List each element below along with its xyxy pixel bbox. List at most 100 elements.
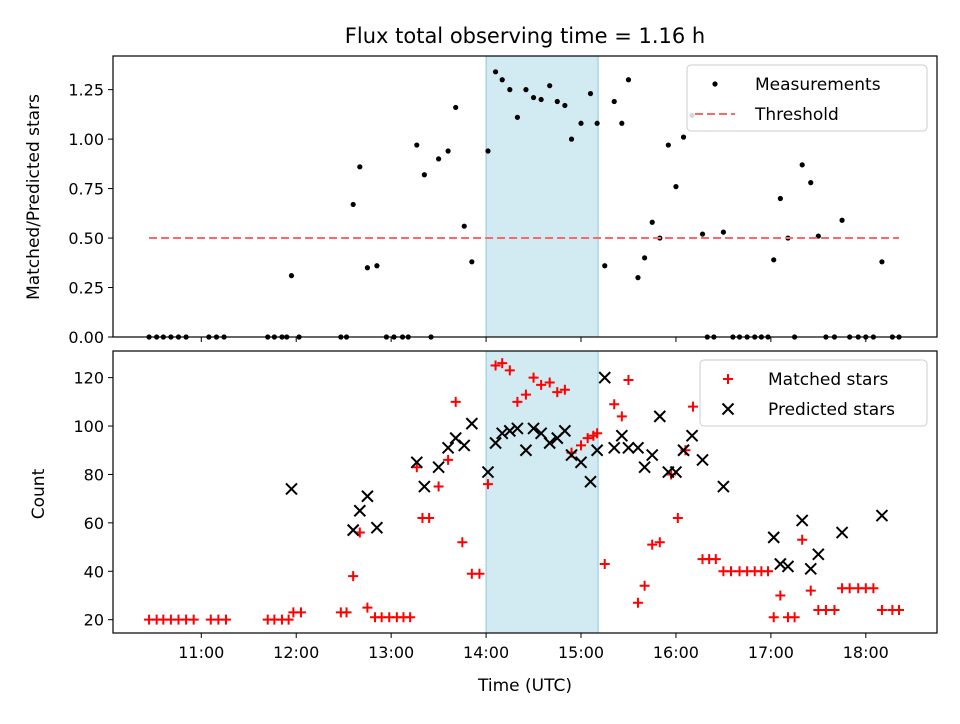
- matched-star-point: [528, 372, 539, 383]
- predicted-star-point: [361, 490, 374, 503]
- matched-star-point: [504, 365, 515, 376]
- matched-star-point: [450, 396, 461, 407]
- matched-star-point: [623, 375, 634, 386]
- measurement-point: [514, 114, 521, 120]
- matched-star-point: [616, 411, 627, 422]
- axes-frame: [112, 55, 938, 338]
- matched-star-point: [348, 571, 359, 582]
- measurement-point: [619, 120, 625, 126]
- matched-star-point: [411, 462, 422, 473]
- y-tick-label: 60: [84, 514, 104, 533]
- predicted-star-point: [767, 531, 780, 544]
- predicted-star-point: [774, 557, 787, 571]
- measurement-point: [839, 217, 845, 223]
- x-tick-label: 13:00: [368, 643, 414, 662]
- matched-star-point: [647, 539, 658, 550]
- measurement-point: [587, 90, 594, 97]
- y-tick-label: 40: [84, 562, 104, 581]
- measurement-point: [499, 77, 505, 83]
- predicted-star-point: [622, 441, 635, 455]
- measurement-point: [562, 102, 568, 109]
- measurement-point: [453, 104, 459, 111]
- predicted-star-point: [441, 441, 455, 455]
- matched-star-point: [433, 481, 444, 492]
- matched-star-point: [362, 602, 373, 613]
- predicted-star-point: [717, 480, 730, 493]
- matched-star-point: [820, 605, 831, 616]
- legend-measurement-swatch: [712, 81, 718, 87]
- matched-star-point: [474, 568, 485, 579]
- matched-star-point: [680, 445, 691, 456]
- y-tick-label: 0.75: [68, 180, 104, 199]
- measurement-point: [649, 219, 655, 225]
- predicted-star-point: [677, 444, 690, 457]
- matched-star-point: [672, 513, 683, 524]
- predicted-star-point: [804, 562, 817, 576]
- matched-star-point: [805, 585, 816, 596]
- measurement-point: [436, 156, 442, 162]
- predicted-star-point: [565, 448, 578, 462]
- x-tick-label: 16:00: [653, 643, 699, 662]
- predicted-star-point: [432, 460, 445, 474]
- measurement-point: [357, 164, 363, 170]
- x-tick-label: 15:00: [558, 643, 604, 662]
- predicted-star-point: [496, 427, 509, 440]
- measurement-point: [469, 259, 475, 265]
- predicted-star-point: [489, 436, 502, 450]
- measurement-point: [547, 83, 553, 89]
- predicted-star-point: [696, 453, 709, 467]
- x-tick-label: 18:00: [843, 643, 889, 662]
- y-tick-label: 100: [73, 417, 104, 436]
- legend-box: [686, 64, 928, 132]
- predicted-star-point: [527, 422, 540, 435]
- predicted-star-point: [503, 424, 517, 438]
- shaded-observing-window: [485, 55, 599, 338]
- measurement-point: [461, 223, 467, 229]
- measurement-point: [414, 142, 420, 148]
- matched-star-point: [457, 537, 468, 548]
- matched-star-point: [512, 396, 523, 407]
- predicted-star-point: [631, 441, 645, 455]
- measurement-point: [350, 201, 356, 208]
- matched-star-point: [609, 399, 620, 410]
- top-y-axis-label: Matched/Predicted stars: [24, 94, 44, 300]
- predicted-star-point: [346, 523, 360, 537]
- matched-star-point: [559, 384, 570, 395]
- x-axis-label: Time (UTC): [477, 676, 572, 696]
- matched-star-point: [654, 537, 665, 548]
- measurement-point: [374, 263, 380, 269]
- chart-title: Flux total observing time = 1.16 h: [345, 24, 705, 48]
- measurement-point: [635, 275, 641, 281]
- matched-star-point: [283, 614, 294, 625]
- matched-star-point: [220, 614, 231, 625]
- predicted-star-point: [645, 448, 659, 462]
- y-tick-label: 0.00: [68, 328, 104, 347]
- predicted-star-point: [875, 509, 889, 522]
- predicted-star-point: [558, 424, 572, 438]
- measurement-point: [808, 180, 814, 186]
- legend-matched-swatch: [723, 374, 733, 384]
- legend-label: Matched stars: [768, 370, 888, 390]
- predicted-star-point: [458, 439, 471, 452]
- matched-star-point: [789, 612, 800, 623]
- shaded-observing-window: [485, 350, 599, 634]
- x-tick-label: 17:00: [748, 643, 794, 662]
- matched-star-point: [405, 612, 416, 623]
- y-tick-label: 20: [84, 611, 104, 630]
- measurement-point: [485, 148, 491, 154]
- matched-star-point: [710, 554, 721, 565]
- matched-star-point: [188, 614, 199, 625]
- predicted-star-point: [584, 475, 597, 488]
- measurement-point: [799, 162, 805, 168]
- measurement-point: [665, 142, 671, 148]
- matched-star-point: [341, 607, 352, 618]
- measurement-point: [507, 87, 513, 93]
- matched-star-point: [424, 513, 435, 524]
- predicted-star-point: [285, 482, 298, 496]
- matched-star-point: [443, 454, 454, 465]
- measurement-point: [625, 77, 632, 83]
- measurement-point: [720, 229, 727, 235]
- matched-star-point: [582, 433, 593, 444]
- y-tick-label: 1.25: [68, 81, 104, 100]
- predicted-star-point: [465, 417, 479, 430]
